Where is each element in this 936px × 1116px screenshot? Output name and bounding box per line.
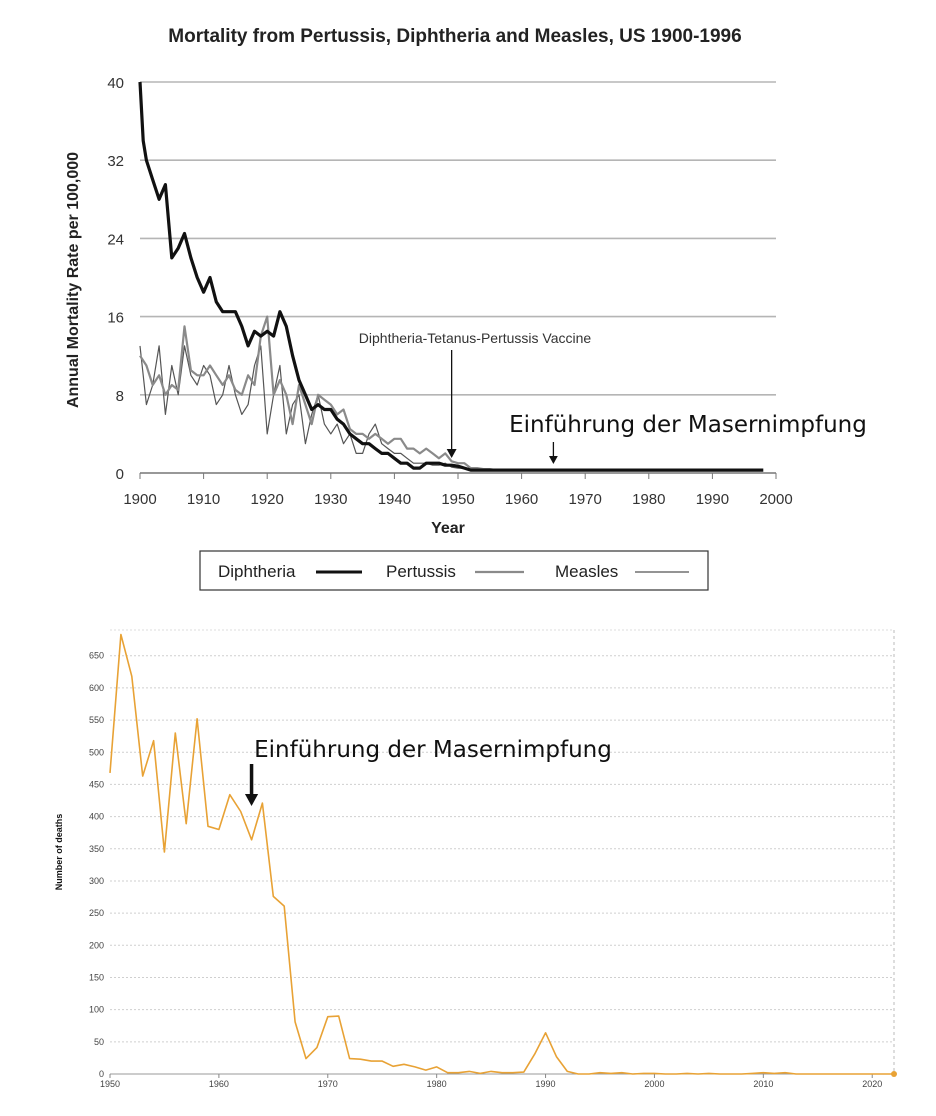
chart1-y-tick-40: 40: [107, 75, 124, 92]
chart2-series: [109, 633, 897, 1077]
chart2-x-tick-2010: 2010: [753, 1079, 773, 1089]
chart1-series: [138, 81, 764, 472]
chart1-x-tick-1960: 1960: [505, 491, 538, 508]
chart1-gridlines: [140, 81, 776, 474]
chart1-y-tick-32: 32: [107, 153, 124, 170]
chart2-x-tick-2000: 2000: [644, 1079, 664, 1089]
chart2-measles-arrow: [244, 764, 259, 806]
chart1-y-axis-label: Annual Mortality Rate per 100,000: [65, 152, 82, 408]
chart2-measles-arrow-head: [244, 794, 259, 806]
chart2-y-ticks: 0 50 100 150 200 250 300 350 400 450 500 550 600 650: [89, 651, 104, 1079]
legend-label-measles: Measles: [555, 562, 618, 581]
chart1-annotation-measles-vaccine: Einführung der Masernimpfung: [509, 412, 867, 438]
chart2-y-tick-100: 100: [89, 1005, 104, 1015]
legend-box: [199, 550, 709, 591]
chart1-dtp-arrow: [446, 350, 457, 458]
chart2-y-tick-500: 500: [89, 747, 104, 757]
chart1-x-tick-1950: 1950: [441, 491, 474, 508]
chart2-y-tick-300: 300: [89, 876, 104, 886]
chart2-y-tick-350: 350: [89, 844, 104, 854]
chart1-line-measles: [139, 345, 478, 471]
chart1-x-tick-1990: 1990: [696, 491, 729, 508]
chart1-annotation-dtp-vaccine: Diphtheria-Tetanus-Pertussis Vaccine: [359, 330, 592, 346]
chart1-y-tick-24: 24: [107, 231, 124, 248]
chart1-y-tick-8: 8: [116, 388, 124, 405]
chart1-x-tick-2000: 2000: [759, 491, 792, 508]
chart1-x-tick-1970: 1970: [569, 491, 602, 508]
chart2-line-deaths: [109, 633, 894, 1075]
legend-label-diphtheria: Diphtheria: [218, 562, 296, 581]
chart1-y-tick-16: 16: [107, 310, 124, 327]
chart2-x-tick-1990: 1990: [536, 1079, 556, 1089]
chart2-y-tick-150: 150: [89, 972, 104, 982]
chart2-y-tick-0: 0: [99, 1069, 104, 1079]
chart1-x-tick-1980: 1980: [632, 491, 665, 508]
chart2-x-tick-1970: 1970: [318, 1079, 338, 1089]
chart2-y-tick-250: 250: [89, 908, 104, 918]
chart2-y-axis-label: Number of deaths: [54, 814, 64, 891]
chart2-x-tick-1960: 1960: [209, 1079, 229, 1089]
chart-measles-deaths-1950-2022: 050100150200250300350400450500550600650 …: [54, 629, 897, 1089]
chart2-y-tick-200: 200: [89, 940, 104, 950]
chart1-x-tick-1940: 1940: [378, 491, 411, 508]
chart2-x-ticks: 1950 1960 1970 1980 1990 2000 2010 2020: [100, 1074, 882, 1089]
chart1-y-ticks: 0 8 16 24 32 40: [107, 75, 124, 483]
chart1-y-tick-0: 0: [116, 466, 124, 483]
chart1-x-tick-1910: 1910: [187, 491, 220, 508]
chart2-x-tick-1950: 1950: [100, 1079, 120, 1089]
chart1-measles-arrow-head: [549, 456, 558, 464]
chart2-last-point: [891, 1071, 897, 1077]
chart1-x-ticks: 1900 1910 1920 1930 1940 1950 1960 1970 1980 1990…: [123, 473, 793, 508]
chart1-x-tick-1920: 1920: [251, 491, 284, 508]
chart2-y-tick-650: 650: [89, 651, 104, 661]
chart1-legend: Diphtheria Pertussis Measles: [199, 550, 709, 591]
chart1-line-pertussis: [139, 315, 497, 472]
chart2-gridlines: [110, 629, 895, 1075]
chart2-y-tick-600: 600: [89, 683, 104, 693]
chart1-dtp-arrow-head: [446, 449, 457, 458]
chart1-title: Mortality from Pertussis, Diphtheria and…: [168, 26, 741, 47]
chart2-y-tick-550: 550: [89, 715, 104, 725]
chart2-y-tick-50: 50: [94, 1037, 104, 1047]
chart2-y-tick-450: 450: [89, 779, 104, 789]
chart1-line-diphtheria: [138, 81, 764, 472]
chart2-y-tick-400: 400: [89, 812, 104, 822]
chart1-measles-arrow: [549, 442, 558, 464]
chart2-annotation-measles-vaccine: Einführung der Masernimpfung: [254, 737, 612, 763]
chart1-x-axis-label: Year: [431, 520, 465, 537]
legend-label-pertussis: Pertussis: [386, 562, 456, 581]
chart2-x-tick-1980: 1980: [427, 1079, 447, 1089]
chart1-x-tick-1930: 1930: [314, 491, 347, 508]
chart2-x-tick-2020: 2020: [862, 1079, 882, 1089]
chart1-x-tick-1900: 1900: [123, 491, 156, 508]
chart-mortality-1900-1996: Mortality from Pertussis, Diphtheria and…: [65, 26, 867, 591]
